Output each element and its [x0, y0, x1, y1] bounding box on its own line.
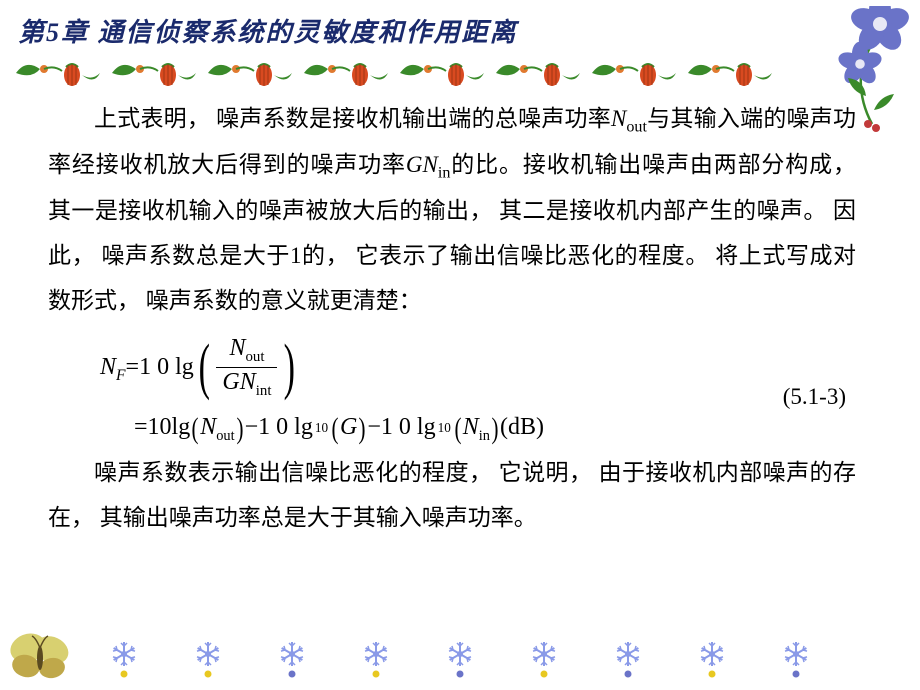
chapter-title: 第5章 通信侦察系统的灵敏度和作用距离: [0, 0, 920, 49]
rparen3-icon: ): [359, 400, 366, 459]
var-Nout: Nout: [611, 106, 647, 131]
denominator: GNint: [216, 368, 277, 401]
snowflake-icon: [361, 639, 391, 679]
snowflake-icon: [193, 639, 223, 679]
bottom-decoration-row: [0, 636, 920, 682]
numerator: Nout: [223, 334, 270, 367]
tenlg-1: 10lg: [148, 404, 191, 451]
lparen2-icon: (: [192, 400, 199, 459]
snowflake-icon: [529, 639, 559, 679]
var-G: G: [340, 404, 357, 451]
snowflake-icon: [277, 639, 307, 679]
snowflake-icon: [697, 639, 727, 679]
paragraph-2: 噪声系数表示输出信噪比恶化的程度， 它说明， 由于接收机内部噪声的存在， 其输出…: [48, 451, 856, 541]
rparen4-icon: ): [492, 400, 499, 459]
base10-2: 10: [436, 415, 453, 441]
leaf-lantern-icon: [206, 55, 294, 89]
rparen-icon: ): [284, 336, 295, 398]
lparen4-icon: (: [454, 400, 461, 459]
ten-lg: 1 0 lg: [139, 344, 194, 391]
snowflake-icon: [781, 639, 811, 679]
paragraph-1: 上式表明， 噪声系数是接收机输出端的总噪声功率Nout与其输入端的噪声功率经接收…: [48, 97, 856, 323]
equation-block: NF = 1 0 lg ( Nout GNint ) = 10lg (Nout)…: [48, 323, 856, 449]
content-area: 上式表明， 噪声系数是接收机输出端的总噪声功率Nout与其输入端的噪声功率经接收…: [0, 93, 920, 541]
lparen3-icon: (: [332, 400, 339, 459]
leaf-lantern-icon: [14, 55, 102, 89]
fraction: Nout GNint: [216, 334, 277, 400]
rparen2-icon: ): [236, 400, 243, 459]
p1-text-a: 上式表明， 噪声系数是接收机输出端的总噪声功率: [94, 106, 611, 131]
minus-1: −: [245, 404, 259, 451]
snowflake-icon: [445, 639, 475, 679]
var-NF: NF: [100, 344, 126, 391]
snowflake-icon: [109, 639, 139, 679]
leaf-lantern-icon: [590, 55, 678, 89]
var-Nin: Nin: [463, 404, 490, 451]
tenlg-3: 1 0 lg: [381, 404, 436, 451]
var-GNin: GNin: [406, 152, 451, 177]
leaf-lantern-icon: [110, 55, 198, 89]
tenlg-2: 1 0 lg: [258, 404, 313, 451]
leaf-lantern-icon: [494, 55, 582, 89]
leaf-lantern-icon: [686, 55, 774, 89]
base10-1: 10: [313, 415, 330, 441]
lparen-icon: (: [198, 336, 209, 398]
unit-db: (dB): [500, 404, 544, 451]
equals-2: =: [134, 404, 148, 451]
equals: =: [126, 344, 140, 391]
snowflake-icon: [613, 639, 643, 679]
minus-2: −: [367, 404, 381, 451]
var-Nout-2: Nout: [200, 404, 234, 451]
top-decoration-row: [14, 53, 920, 91]
equation-line-1: NF = 1 0 lg ( Nout GNint ): [100, 329, 544, 405]
equation-body: NF = 1 0 lg ( Nout GNint ) = 10lg (Nout)…: [48, 329, 544, 449]
leaf-lantern-icon: [302, 55, 390, 89]
leaf-lantern-icon: [398, 55, 486, 89]
equation-number: (5.1-3): [783, 375, 856, 420]
equation-line-2: = 10lg (Nout) − 1 0 lg10 (G) − 1 0 lg10 …: [100, 405, 544, 449]
